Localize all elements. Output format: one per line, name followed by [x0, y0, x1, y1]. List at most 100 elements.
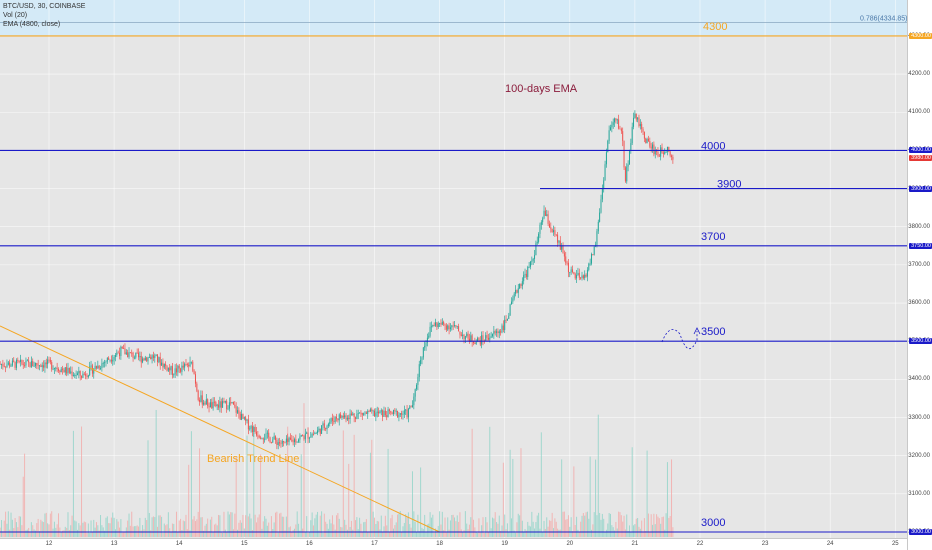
candle-body	[658, 155, 660, 157]
volume-bar	[246, 435, 248, 537]
candle-body	[204, 402, 206, 405]
candle-body	[74, 375, 76, 376]
candle-body	[128, 352, 130, 358]
volume-bar	[664, 529, 666, 537]
candle-body	[665, 151, 667, 153]
candle-body	[554, 230, 556, 235]
candle-body	[144, 357, 146, 361]
volume-bar	[599, 512, 601, 537]
volume-bar	[382, 531, 384, 537]
volume-bar	[142, 525, 144, 537]
candle-body	[151, 355, 153, 360]
volume-bar	[641, 520, 643, 537]
candle-body	[532, 258, 534, 261]
candle-body	[441, 321, 443, 325]
candle-body	[524, 273, 526, 276]
volume-bar	[74, 520, 76, 537]
volume-bar	[390, 518, 392, 537]
volume-bar	[394, 525, 396, 537]
candle-body	[608, 130, 610, 141]
candle-body	[90, 365, 92, 367]
volume-bar	[345, 524, 347, 537]
candle-body	[98, 365, 100, 369]
candle-body	[509, 304, 511, 316]
volume-bar	[645, 531, 647, 537]
volume-bar	[45, 512, 47, 537]
volume-bar	[466, 523, 468, 537]
candle-body	[479, 340, 481, 345]
candle-body	[344, 415, 346, 418]
candle-body	[135, 352, 137, 358]
volume-bar	[78, 523, 80, 537]
candle-body	[257, 435, 259, 437]
candle-body	[300, 435, 302, 437]
candle-body	[242, 414, 244, 419]
volume-bar	[384, 515, 386, 537]
candle-body	[596, 231, 598, 245]
volume-bar	[360, 523, 362, 537]
volume-bar	[154, 517, 156, 537]
volume-bar	[207, 518, 209, 537]
candle-body	[601, 188, 603, 200]
volume-bar	[161, 516, 163, 537]
volume-bar	[175, 511, 177, 537]
volume-bar	[585, 512, 587, 537]
candle-body	[274, 436, 276, 441]
volume-bar	[350, 520, 352, 537]
time-axis[interactable]: 12 13 14 15 16 17 18 19 20 21 22 23 24 25	[0, 538, 907, 550]
candle-body	[71, 371, 73, 376]
volume-bar	[169, 528, 171, 537]
candle-body	[397, 411, 399, 418]
volume-bar	[116, 519, 118, 537]
volume-bar	[108, 523, 110, 537]
candle-body	[475, 341, 477, 345]
candle-body	[346, 417, 348, 420]
price-axis[interactable]: 3000.00 3100.00 3200.00 3300.00 3400.00 3500.…	[907, 0, 932, 550]
candle-body	[277, 442, 279, 445]
candle-body	[162, 362, 164, 368]
price-level-tag: 4300.00	[909, 32, 932, 39]
candle-body	[235, 406, 237, 413]
candle-body	[668, 146, 670, 152]
volume-bar	[372, 511, 374, 537]
candle-body	[32, 361, 34, 367]
volume-bar	[48, 524, 50, 537]
volume-bar	[462, 531, 464, 537]
candle-body	[630, 143, 632, 151]
price-chart[interactable]: 100-days EMA Bearish Trend Line 0.786(4334…	[0, 0, 907, 538]
candle-body	[311, 433, 313, 437]
volume-bar	[576, 516, 578, 537]
candle-body	[72, 375, 74, 377]
candle-body	[299, 436, 301, 440]
volume-bar	[218, 514, 220, 537]
volume-bar	[193, 516, 195, 537]
candle-body	[573, 271, 575, 275]
volume-bar	[584, 515, 586, 537]
candle-body	[512, 298, 514, 302]
volume-bar	[318, 530, 320, 537]
candle-body	[493, 331, 495, 335]
volume-bar	[109, 523, 111, 537]
volume-bar	[619, 512, 621, 537]
volume-bar	[401, 532, 403, 537]
volume-bar	[269, 531, 271, 537]
candle-body	[458, 326, 460, 332]
volume-bar	[543, 520, 545, 537]
candle-body	[95, 365, 97, 369]
volume-bar	[25, 530, 27, 537]
candle-body	[487, 337, 489, 340]
symbol-title: BTC/USD, 30, COINBASE	[3, 3, 86, 10]
candle-body	[436, 322, 438, 328]
volume-bar	[588, 518, 590, 537]
volume-bar	[399, 511, 401, 537]
candle-body	[52, 368, 54, 370]
volume-bar	[496, 522, 498, 537]
candle-body	[201, 395, 203, 405]
candle-body	[405, 409, 407, 411]
volume-bar	[247, 516, 249, 537]
volume-bar	[505, 529, 507, 537]
candle-body	[623, 140, 625, 168]
volume-bar	[403, 522, 405, 537]
volume-bar	[555, 521, 557, 537]
candle-body	[279, 442, 281, 444]
